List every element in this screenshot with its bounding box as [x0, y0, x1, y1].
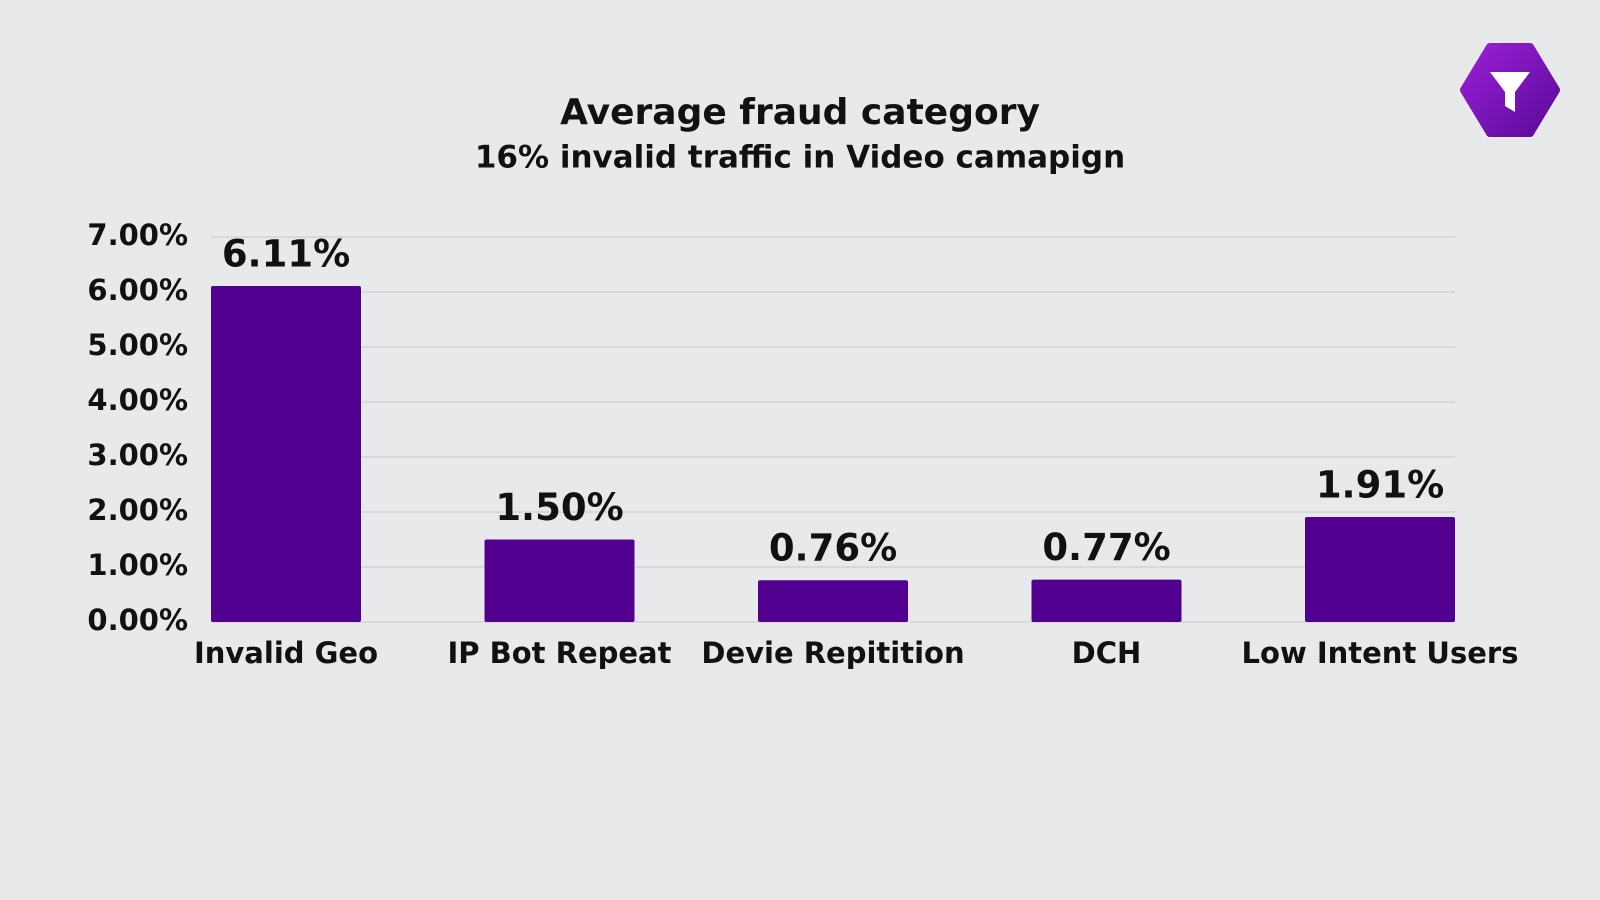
x-tick-label: Devie Repitition	[701, 636, 964, 670]
y-tick-label: 5.00%	[87, 328, 188, 362]
value-label: 6.11%	[222, 232, 350, 275]
bar	[211, 285, 361, 622]
chart-title: Average fraud category	[560, 92, 1040, 133]
y-tick-label: 7.00%	[87, 218, 188, 252]
value-label: 0.77%	[1042, 526, 1170, 569]
bar	[1305, 516, 1455, 622]
y-tick-label: 3.00%	[87, 438, 188, 472]
y-tick-label: 1.00%	[87, 548, 188, 582]
value-label: 1.50%	[495, 486, 623, 529]
x-tick-label: DCH	[1072, 636, 1142, 670]
y-tick-label: 6.00%	[87, 273, 188, 307]
logo	[1460, 43, 1560, 137]
bar	[1031, 579, 1182, 622]
value-label: 1.91%	[1316, 463, 1444, 506]
y-tick-label: 2.00%	[87, 493, 188, 527]
x-tick-label: Invalid Geo	[194, 636, 378, 670]
y-tick-label: 0.00%	[87, 603, 188, 637]
x-tick-label: Low Intent Users	[1242, 636, 1519, 670]
x-tick-label: IP Bot Repeat	[448, 636, 672, 670]
chart-subtitle: 16% invalid traffic in Video camapign	[475, 140, 1125, 176]
bar	[484, 539, 635, 622]
value-label: 0.76%	[769, 527, 897, 570]
bar	[758, 580, 908, 622]
y-tick-label: 4.00%	[87, 383, 188, 417]
